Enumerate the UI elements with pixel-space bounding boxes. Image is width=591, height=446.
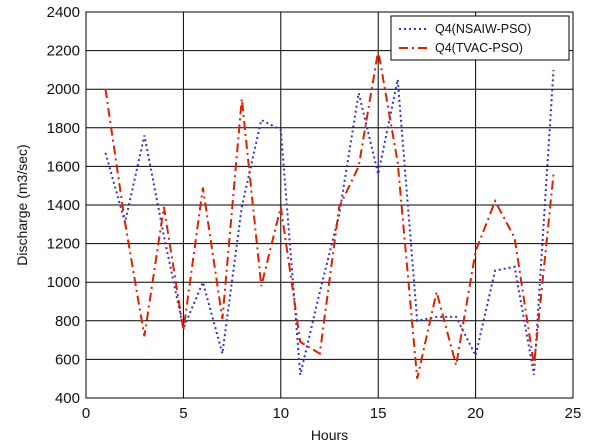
- legend-box: [390, 15, 570, 61]
- series-layer: [104, 50, 555, 379]
- x-axis-label: Hours: [311, 427, 348, 443]
- y-tick-label: 1400: [47, 197, 80, 214]
- y-tick-label: 600: [55, 351, 80, 368]
- legend: Q4(NSAIW-PSO) Q4(TVAC-PSO): [390, 15, 570, 61]
- y-tick-label: 1200: [47, 236, 80, 253]
- x-tick-label: 5: [179, 405, 187, 422]
- y-tick-label: 400: [55, 390, 80, 407]
- y-tick-label: 2200: [47, 43, 80, 60]
- x-tick-label: 25: [565, 405, 582, 422]
- plot-frame: [85, 11, 574, 399]
- x-tick-label: 10: [272, 405, 289, 422]
- x-tick-label: 20: [467, 405, 484, 422]
- y-tick-label: 800: [55, 313, 80, 330]
- y-tick-label: 1800: [47, 120, 80, 137]
- x-tick-label: 15: [370, 405, 387, 422]
- y-tick-label: 1000: [47, 274, 80, 291]
- series-line-1: [104, 69, 555, 376]
- series-line-2: [104, 50, 555, 379]
- grid-lines: [86, 12, 573, 398]
- legend-label-2: Q4(TVAC-PSO): [435, 41, 523, 55]
- y-tick-label: 2400: [47, 4, 80, 21]
- legend-label-1: Q4(NSAIW-PSO): [435, 22, 531, 36]
- y-tick-label: 2000: [47, 81, 80, 98]
- x-tick-label: 0: [82, 405, 90, 422]
- y-axis-label: Discharge (m3/sec): [14, 144, 30, 265]
- y-tick-label: 1600: [47, 158, 80, 175]
- axis-ticks: 0 5 10 15 20 25 400 600 800 1000 1200 1400 1600 1800 2…: [47, 4, 582, 422]
